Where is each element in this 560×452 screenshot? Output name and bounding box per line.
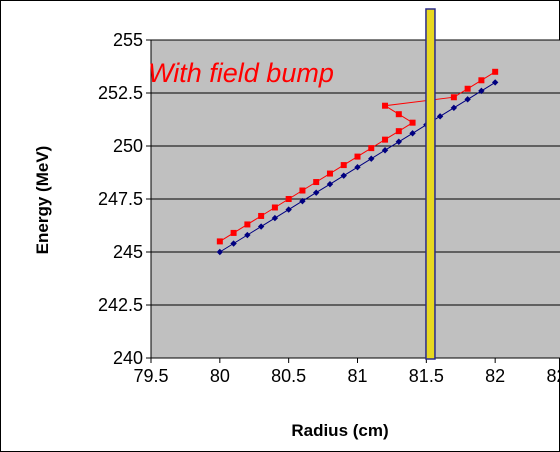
x-tick-label: 81.5 xyxy=(409,366,444,386)
y-tick-label: 252.5 xyxy=(98,83,143,103)
series-1-point xyxy=(230,240,237,247)
series-1-point xyxy=(395,138,402,145)
y-tick-label: 245 xyxy=(113,242,143,262)
series-2-point xyxy=(299,187,306,194)
series-2-point xyxy=(216,238,223,245)
series-1-point xyxy=(271,214,279,222)
series-2-point xyxy=(492,68,499,75)
series-2-point xyxy=(285,196,292,202)
annotation-label: With field bump xyxy=(148,58,334,88)
series-1-point xyxy=(313,189,320,196)
series-1-point xyxy=(340,172,347,179)
y-tick-label: 242.5 xyxy=(98,295,143,315)
series-1-point xyxy=(478,87,485,95)
series-1-point xyxy=(216,248,224,256)
series-1-point xyxy=(257,223,265,230)
y-tick-label: 255 xyxy=(113,30,143,50)
y-axis-ticks: 240 242.5 245 247.5 250 252.5 255 xyxy=(98,30,151,368)
series-2-point xyxy=(464,85,471,92)
y-tick-label: 250 xyxy=(113,136,143,156)
radius-marker xyxy=(425,8,436,360)
series-2-point xyxy=(382,102,389,109)
series-1-point xyxy=(409,130,416,137)
series-1-point xyxy=(285,206,292,213)
series-1-point xyxy=(436,113,444,120)
y-tick-label: 240 xyxy=(113,348,143,368)
x-tick-label: 80 xyxy=(210,366,230,386)
series-2-point xyxy=(313,179,320,186)
series-2-point xyxy=(258,212,265,219)
series-1-point xyxy=(491,79,499,86)
series-1-point xyxy=(464,96,471,103)
x-tick-label: 82 xyxy=(485,366,505,386)
x-tick-label: 81 xyxy=(347,366,367,386)
x-tick-label: 79.5 xyxy=(133,366,168,386)
series-1-point xyxy=(368,155,375,162)
x-tick-label: 82.5 xyxy=(546,366,560,386)
radius-marker-bar xyxy=(425,8,436,360)
series-2-point xyxy=(478,77,485,84)
series-2-point xyxy=(271,204,278,211)
y-tick-label: 247.5 xyxy=(98,189,143,209)
series-2-point xyxy=(409,119,416,126)
y-axis-title: Energy (MeV) xyxy=(33,146,52,255)
series-2-point xyxy=(244,221,251,228)
series-2-point xyxy=(395,111,402,118)
series-2-point xyxy=(368,145,375,152)
x-axis-title: Radius (cm) xyxy=(291,421,388,440)
series-1-point xyxy=(244,231,251,239)
x-tick-label: 80.5 xyxy=(271,366,306,386)
series-2-point xyxy=(382,136,389,143)
series-2-point xyxy=(326,170,333,177)
series-2-point xyxy=(354,153,361,160)
series-1-point xyxy=(354,164,361,171)
series-2-point xyxy=(450,94,457,101)
series-1-point xyxy=(450,104,458,112)
series-2-point xyxy=(230,229,237,236)
series-1-point xyxy=(381,147,389,154)
series-1-point xyxy=(326,180,334,188)
series-2-point xyxy=(395,128,402,135)
series-1-point xyxy=(299,197,306,205)
series-2-point xyxy=(340,162,347,169)
x-axis-ticks: 79.5 80 80.5 81 81.5 82 82.5 xyxy=(133,40,560,386)
